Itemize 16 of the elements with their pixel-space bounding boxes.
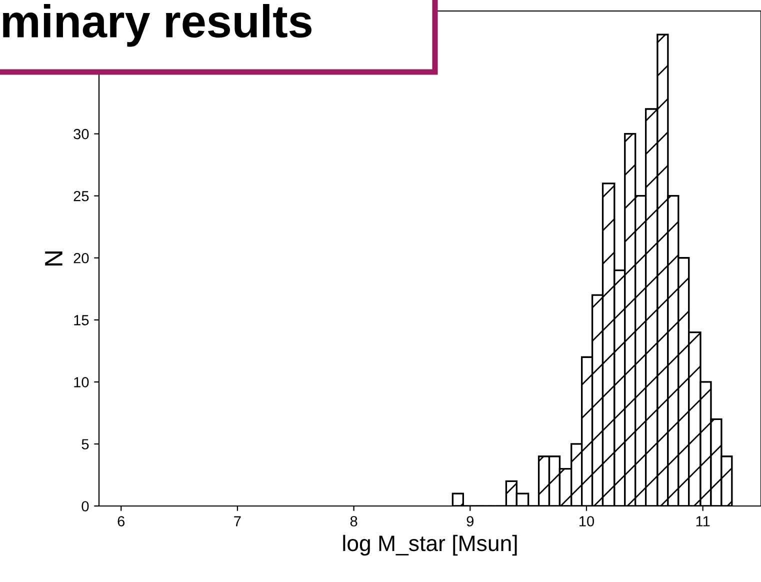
y-tick-label: 5 — [82, 439, 89, 450]
x-tick-label: 11 — [696, 516, 710, 526]
y-tick-label: 20 — [74, 252, 89, 264]
x-axis-title: log M_star [Msun] — [343, 534, 517, 556]
y-tick-label: 25 — [74, 190, 89, 202]
y-tick-label: 10 — [74, 377, 89, 388]
y-tick-label: 0 — [82, 501, 89, 512]
y-axis-title: N — [45, 252, 62, 266]
x-tick-label: 10 — [579, 516, 594, 526]
chart-title: minary results — [3, 4, 312, 47]
x-tick-label: 7 — [234, 516, 241, 526]
y-tick-label: 15 — [74, 315, 89, 326]
x-tick-label: 6 — [118, 516, 125, 526]
x-tick-label: 9 — [466, 516, 474, 526]
x-tick-label: 8 — [350, 516, 358, 526]
y-tick-label: 30 — [74, 128, 89, 140]
